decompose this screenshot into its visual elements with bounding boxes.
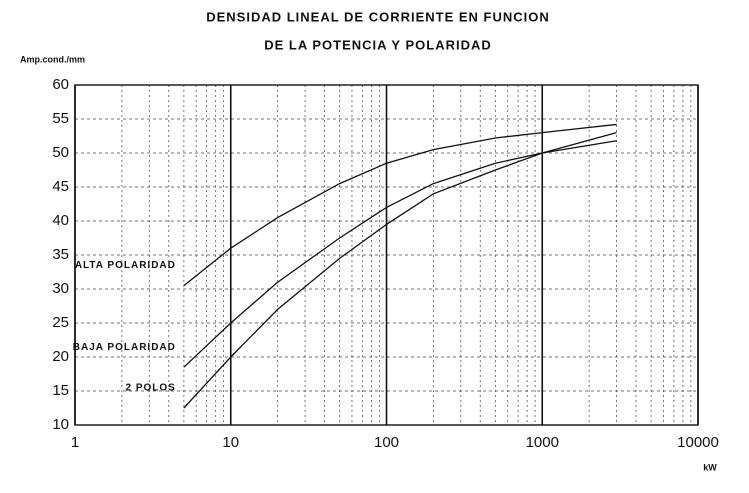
series-label: BAJA POLARIDAD [73,342,176,353]
series-label: 2 POLOS [126,383,176,394]
x-tick-label: 10 [222,434,239,451]
line [183,131,617,409]
line [183,123,617,287]
y-tick-label: 25 [52,314,69,331]
y-tick-label: 60 [52,76,69,93]
x-tick-label: 100 [374,434,399,451]
y-tick-label: 55 [52,110,69,127]
y-tick-label: 30 [52,280,69,297]
chart-subtitle: DE LA POTENCIA Y POLARIDAD [264,37,492,52]
series-label: ALTA POLARIDAD [75,260,176,271]
x-tick-label: 1 [71,434,79,451]
x-tick-label: 10000 [677,434,719,451]
y-axis-label: Amp.cond./mm [20,54,85,64]
y-tick-label: 10 [52,416,69,433]
y-tick-label: 50 [52,144,69,161]
y-tick-label: 15 [52,382,69,399]
y-tick-label: 35 [52,246,69,263]
plot-frame [74,84,699,426]
y-tick-label: 40 [52,212,69,229]
y-tick-label: 45 [52,178,69,195]
chart-title: DENSIDAD LINEAL DE CORRIENTE EN FUNCION [206,9,550,24]
x-axis-label: kW [703,462,717,472]
x-tick-label: 1000 [526,434,559,451]
line [183,140,617,368]
y-tick-label: 20 [52,348,69,365]
